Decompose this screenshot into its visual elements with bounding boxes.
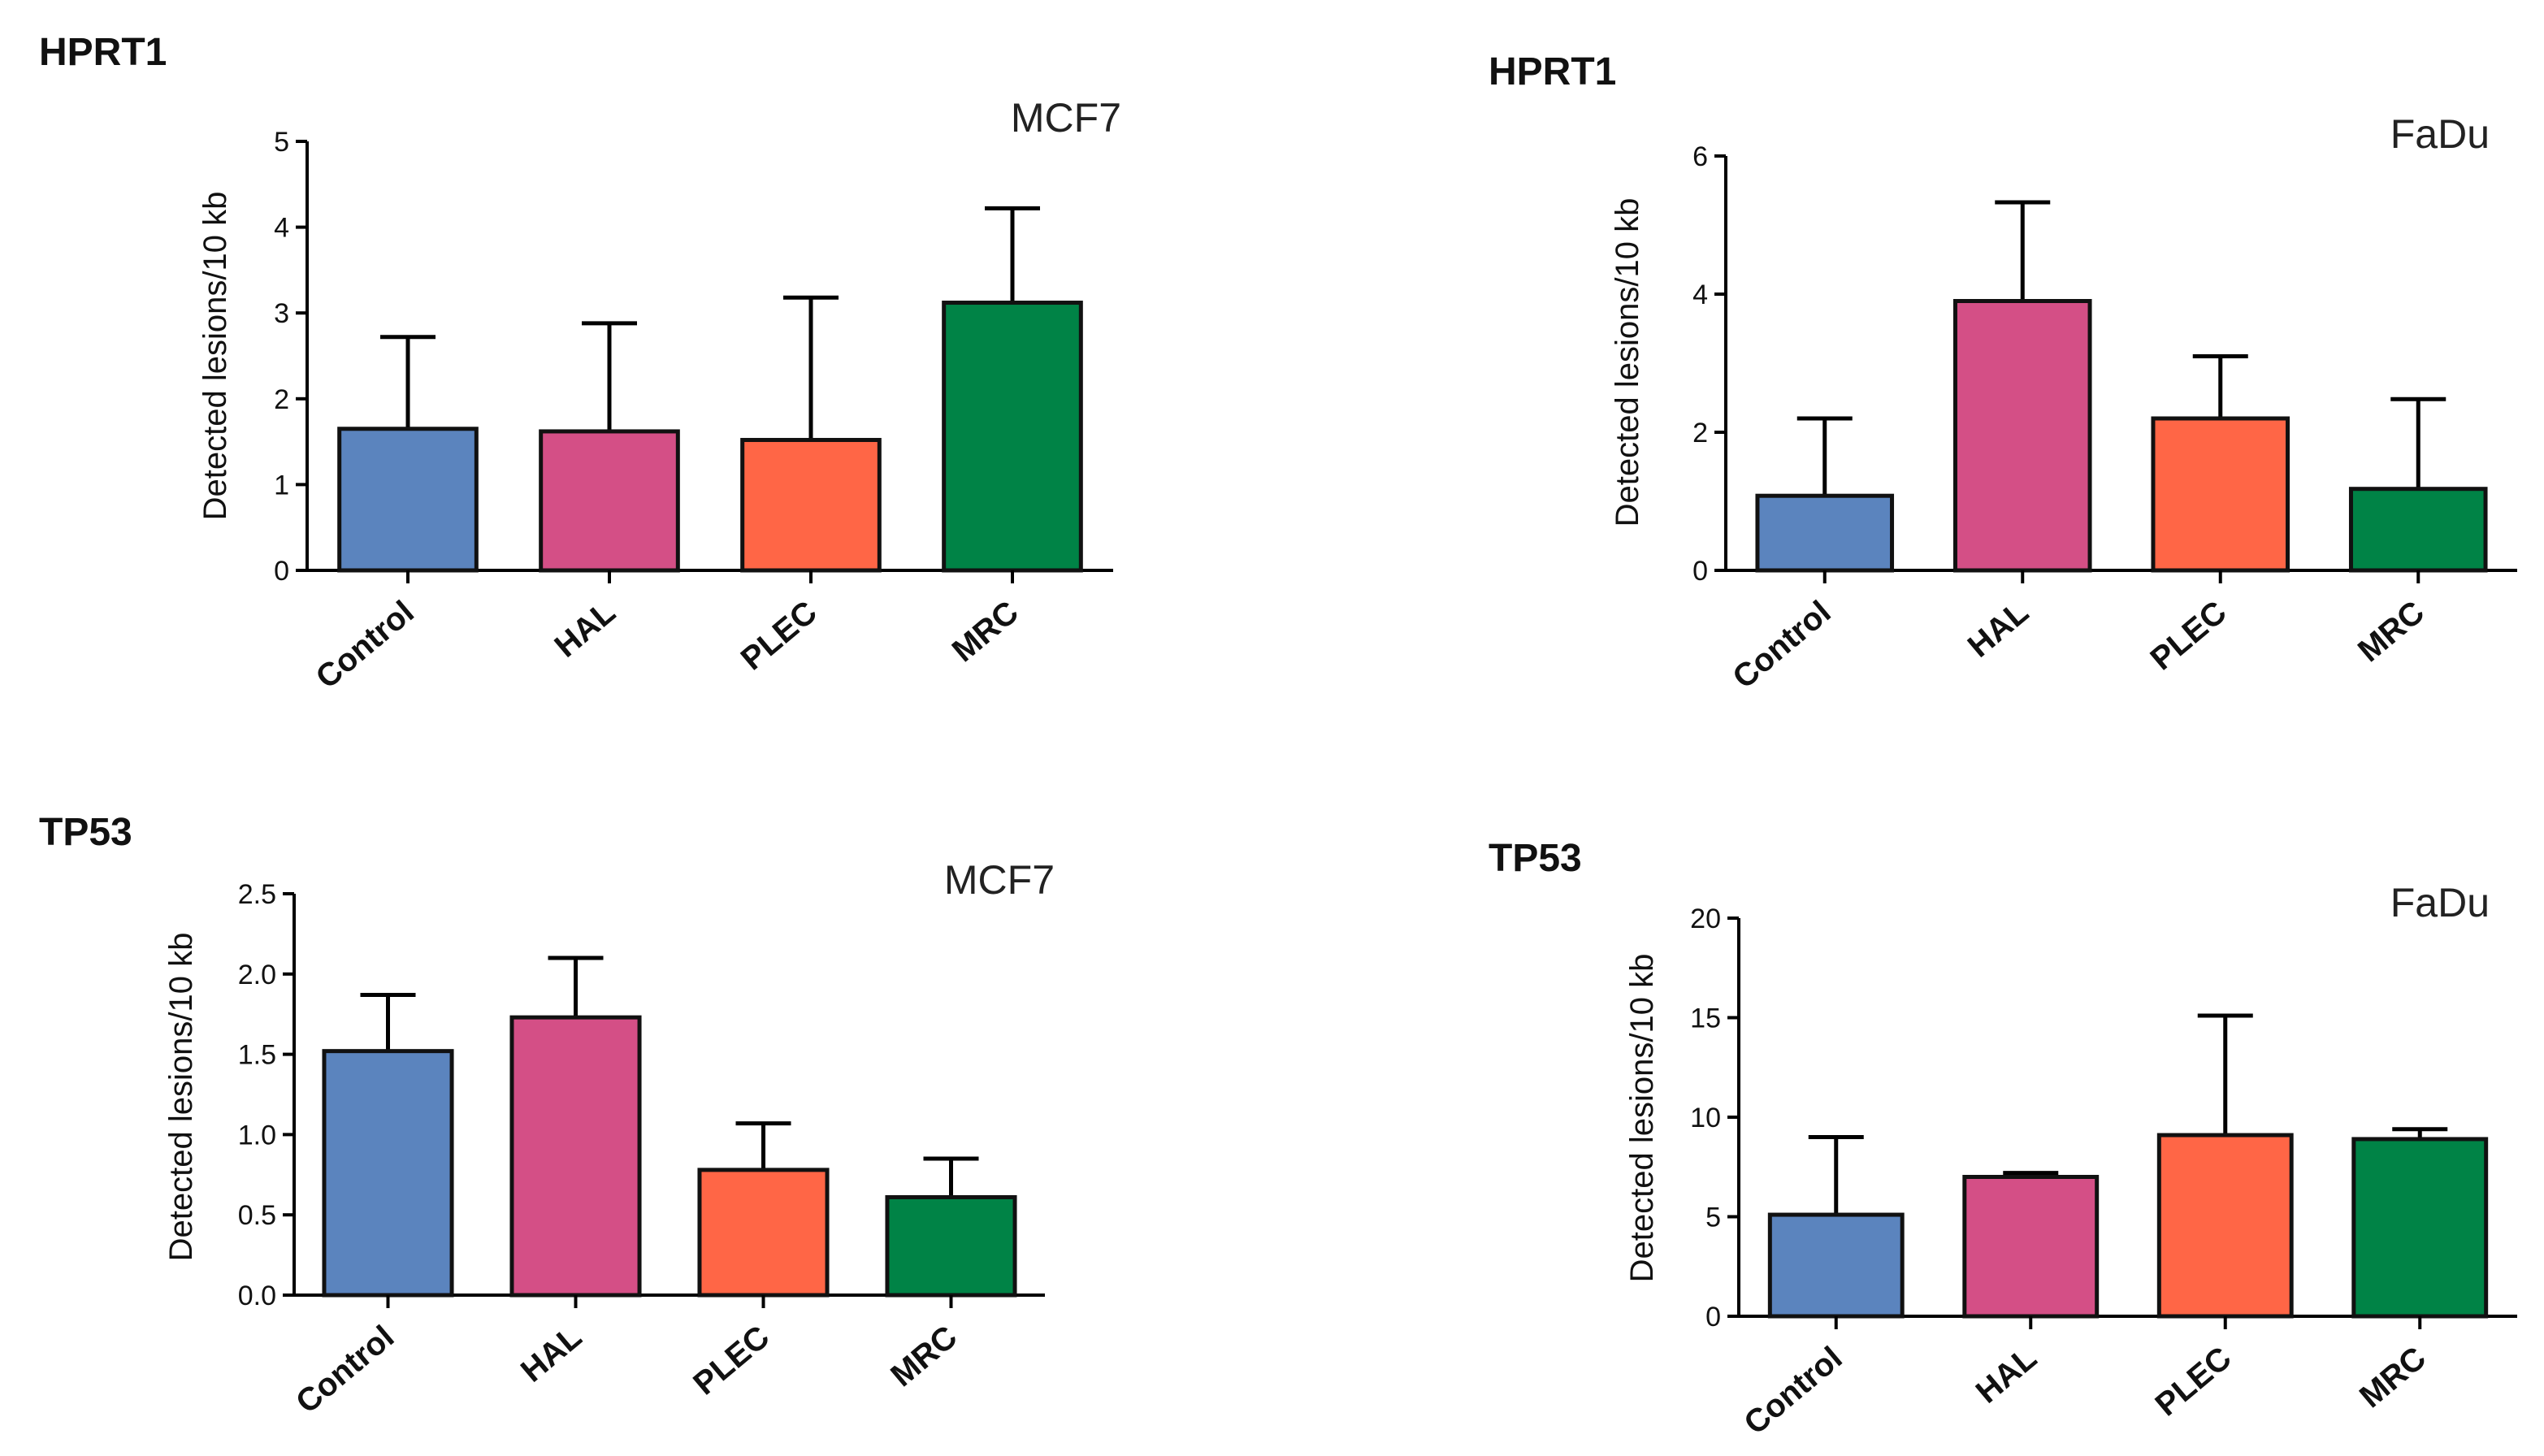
x-tick-label-control: Control — [1726, 594, 1837, 696]
x-tick-label-hal: HAL — [548, 594, 622, 665]
panel-title: TP53 — [1489, 837, 1582, 880]
y-tick-label: 0.5 — [238, 1200, 276, 1231]
x-tick-label-control: Control — [310, 594, 421, 696]
y-tick-label: 0 — [274, 556, 289, 587]
bar-hal — [1962, 1175, 2100, 1319]
bar-control — [337, 427, 479, 573]
y-axis-label: Detected lesions/10 kb — [1624, 954, 1660, 1283]
bar-plec — [697, 1168, 830, 1298]
x-tick-label-hal: HAL — [1961, 594, 2035, 665]
y-tick-label: 2.0 — [238, 960, 276, 990]
y-tick-label: 20 — [1690, 904, 1721, 934]
cell-line-label: FaDu — [2390, 111, 2490, 157]
y-axis-label: Detected lesions/10 kb — [1610, 198, 1645, 527]
chart-panel-3: TP53 MCF7 Detected lesions/10 kb 0.0 0.5 1.0 1… — [39, 811, 1055, 1420]
y-tick-label: 2.5 — [238, 879, 276, 910]
y-tick-label: 10 — [1690, 1103, 1721, 1133]
y-axis-label: Detected lesions/10 kb — [163, 933, 199, 1262]
y-tick-label: 5 — [274, 127, 289, 158]
x-tick-label-mrc: MRC — [2353, 1340, 2433, 1415]
x-tick-label-plec: PLEC — [2149, 1340, 2238, 1423]
y-tick-label: 0 — [1692, 556, 1708, 587]
y-tick-label: 0.0 — [238, 1280, 276, 1311]
x-tick-label-mrc: MRC — [884, 1319, 964, 1393]
bar-hal — [509, 1015, 642, 1298]
cell-line-label: MCF7 — [1011, 95, 1121, 141]
y-tick-label: 15 — [1690, 1003, 1721, 1034]
bar-hal — [1952, 299, 2092, 573]
cell-line-label: FaDu — [2390, 880, 2490, 925]
chart-panel-1: HPRT1 MCF7 Detected lesions/10 kb 0 1 2 3 4 5 Con… — [39, 31, 1121, 696]
chart-panel-4: TP53 FaDu Detected lesions/10 kb 0 5 10 15 20 Co… — [1489, 837, 2517, 1441]
x-tick-label-plec: PLEC — [735, 594, 824, 677]
y-tick-label: 4 — [1692, 280, 1708, 310]
x-tick-label-hal: HAL — [514, 1319, 588, 1389]
x-tick-label-mrc: MRC — [2351, 594, 2431, 669]
panel-title: TP53 — [39, 811, 132, 854]
bar-mrc — [942, 301, 1083, 573]
bar-control — [1755, 493, 1895, 573]
y-axis-label: Detected lesions/10 kb — [197, 192, 233, 521]
chart-panel-2: HPRT1 FaDu Detected lesions/10 kb 0 2 4 6 Contr… — [1489, 50, 2517, 696]
y-tick-label: 4 — [274, 213, 289, 244]
x-tick-label-mrc: MRC — [946, 594, 1025, 669]
bar-plec — [740, 437, 882, 573]
x-tick-label-control: Control — [1737, 1340, 1848, 1441]
y-tick-label: 0 — [1705, 1302, 1721, 1332]
y-tick-label: 3 — [274, 298, 289, 329]
x-tick-label-plec: PLEC — [687, 1319, 776, 1402]
bar-plec — [2156, 1133, 2294, 1319]
bar-control — [322, 1049, 454, 1298]
cell-line-label: MCF7 — [944, 857, 1055, 903]
x-tick-label-plec: PLEC — [2144, 594, 2234, 677]
y-tick-label: 6 — [1692, 141, 1708, 172]
y-tick-label: 2 — [1692, 418, 1708, 448]
y-tick-label: 5 — [1705, 1202, 1721, 1233]
panel-title: HPRT1 — [1489, 50, 1616, 93]
panel-title: HPRT1 — [39, 31, 167, 74]
bar-plec — [2151, 416, 2290, 573]
bar-mrc — [2351, 1137, 2489, 1319]
bar-mrc — [2348, 487, 2488, 573]
y-tick-label: 2 — [274, 384, 289, 415]
y-tick-label: 1 — [274, 470, 289, 500]
x-tick-label-hal: HAL — [1970, 1340, 2043, 1410]
y-tick-label: 1.5 — [238, 1040, 276, 1071]
y-tick-label: 1.0 — [238, 1120, 276, 1150]
bar-control — [1767, 1212, 1905, 1319]
bar-hal — [539, 429, 680, 573]
bar-mrc — [885, 1194, 1017, 1298]
x-tick-label-control: Control — [289, 1319, 401, 1420]
